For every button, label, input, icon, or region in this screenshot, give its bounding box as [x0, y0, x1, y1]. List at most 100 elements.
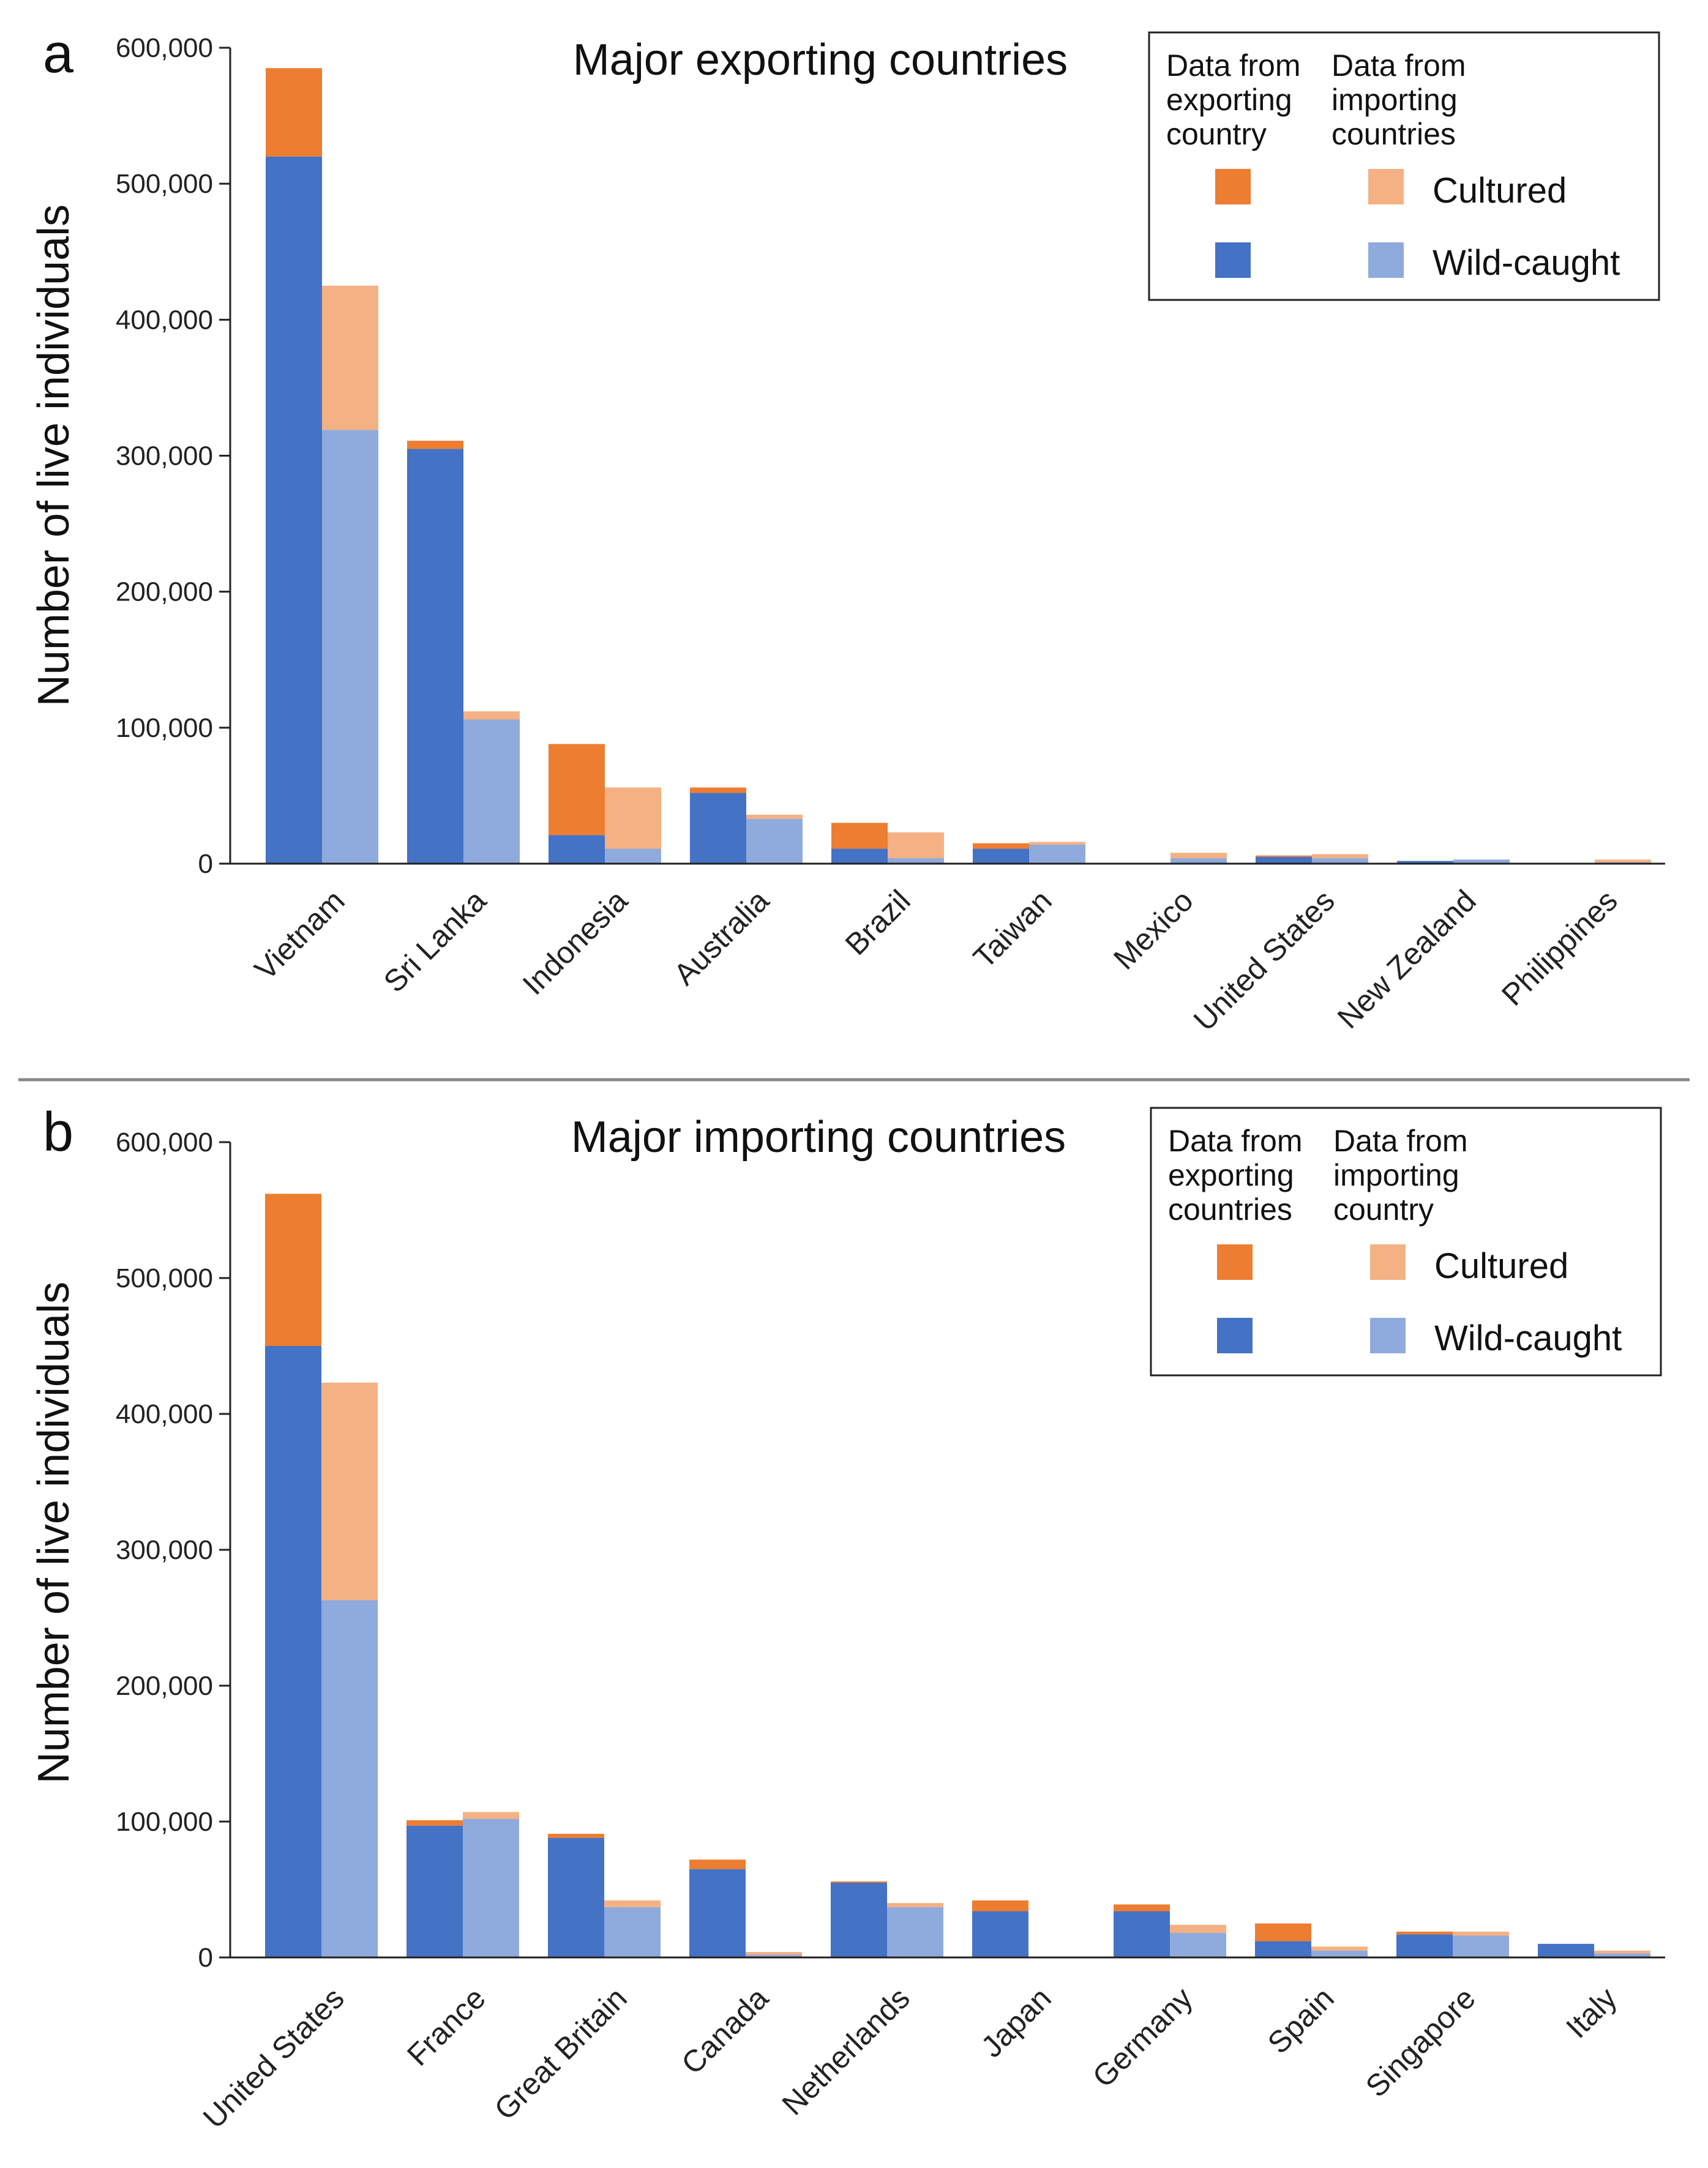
panel-a-bar-exporting-cultured	[973, 843, 1029, 849]
panel-a-bar-importing-cultured	[605, 787, 661, 849]
panel-a-bar-importing-wild	[1453, 859, 1510, 864]
panel-a-legend-col2-line2: importing	[1332, 83, 1458, 117]
panel-a-bar-importing-cultured	[746, 815, 803, 819]
panel-b-legend-col2-line3: country	[1333, 1192, 1434, 1227]
panel-b-bar-importing-cultured	[887, 1903, 943, 1907]
panel-a-legend-swatch-export-cultured	[1215, 169, 1251, 204]
panel-b-bar-exporting-wild	[1538, 1943, 1594, 1957]
panel-b-legend-col1-line1: Data from	[1168, 1124, 1303, 1158]
panel-b-bar-importing-wild	[1311, 1950, 1368, 1957]
panel-b-title: Major importing countries	[571, 1113, 1066, 1162]
panel-b-bar-exporting-wild	[1396, 1934, 1453, 1957]
panel-a-legend-col1-line1: Data from	[1166, 48, 1301, 83]
panel-b-bar-importing-cultured	[1311, 1946, 1368, 1951]
panel-b-bar-importing-cultured	[1170, 1924, 1226, 1934]
panel-a-bar-importing-cultured	[1312, 854, 1368, 859]
panel-b-bar-importing-cultured	[463, 1812, 519, 1819]
panel-b-bar-exporting-cultured	[1114, 1904, 1170, 1912]
panel-b-y-axis-label: Number of live individuals	[29, 1282, 78, 1784]
panel-a-legend-swatch-import-wild	[1368, 242, 1404, 278]
panel-a-legend-col2-line3: countries	[1332, 117, 1456, 151]
panel-b-legend-swatch-export-wild	[1217, 1318, 1253, 1353]
panel-a-bar-importing-wild	[1171, 858, 1227, 864]
panel-a-legend-col1-line3: country	[1166, 117, 1267, 151]
panel-b-y-axis: 0 100,000 200,000 300,000 400,000 500,000 600,…	[116, 1127, 231, 1973]
panel-a-bar-importing-wild	[322, 430, 378, 864]
panel-b-legend-swatch-export-cultured	[1217, 1244, 1253, 1280]
panel-a-bars	[266, 68, 1651, 864]
panel-a-bar-exporting-wild	[407, 449, 463, 864]
panel-a-bar-exporting-cultured	[1256, 855, 1312, 857]
panel-a-title: Major exporting countries	[573, 36, 1068, 84]
panel-a-bar-importing-wild	[746, 818, 803, 864]
panel-b-bar-exporting-cultured	[265, 1194, 321, 1346]
panel-a-bar-exporting-wild	[1256, 856, 1312, 864]
panel-b-bar-exporting-wild	[1255, 1941, 1311, 1957]
panel-b-bar-importing-wild	[1453, 1935, 1509, 1957]
panel-b-bar-importing-wild	[746, 1954, 802, 1957]
panel-b-y-tick-label: 100,000	[116, 1807, 213, 1837]
panel-a-bar-importing-cultured	[1595, 859, 1651, 862]
panel-b-y-tick-label: 600,000	[116, 1127, 213, 1157]
panel-b-y-tick-label: 400,000	[116, 1399, 213, 1429]
panel-a-bar-importing-cultured	[1029, 842, 1085, 845]
panel-a-bar-exporting-wild	[1397, 861, 1453, 864]
panel-b-bar-importing-wild	[321, 1600, 378, 1957]
panel-b-legend-col1-line2: exporting	[1168, 1158, 1294, 1192]
panel-a-letter: a	[43, 23, 74, 84]
panel-b-bars	[265, 1194, 1650, 1957]
panel-a-bar-importing-cultured	[322, 285, 378, 430]
panel-b-legend: Data from exporting countries Data from …	[1150, 1107, 1662, 1377]
panel-a-bar-exporting-wild	[831, 848, 888, 864]
panel-a-bar-exporting-cultured	[549, 744, 605, 835]
panel-a-bar-exporting-cultured	[407, 441, 463, 449]
panel-b-legend-wild-label: Wild-caught	[1434, 1318, 1622, 1358]
panel-b-y-tick-label: 300,000	[116, 1535, 213, 1565]
panel-b-y-tick-label: 500,000	[116, 1263, 213, 1293]
panel-a-y-tick-label: 0	[198, 849, 213, 879]
panel-a-bar-exporting-cultured	[831, 823, 888, 849]
panel-b-bar-exporting-wild	[831, 1882, 887, 1957]
panel-b-bar-importing-wild	[604, 1907, 661, 1957]
panel-b-bar-importing-wild	[1170, 1933, 1226, 1957]
panel-a-bar-exporting-cultured	[266, 68, 322, 157]
panel-a-bar-exporting-wild	[549, 835, 605, 864]
panel-b-legend-col1-line3: countries	[1168, 1192, 1292, 1227]
panel-b-bar-exporting-wild	[689, 1869, 746, 1957]
panel-b-bar-importing-cultured	[321, 1382, 378, 1601]
panel-b-bar-importing-wild	[1594, 1953, 1650, 1957]
panel-b-bar-importing-cultured	[604, 1900, 661, 1907]
panel-b-bar-exporting-cultured	[831, 1881, 887, 1883]
panel-b-bar-exporting-wild	[265, 1346, 321, 1957]
panel-b-bar-exporting-wild	[972, 1911, 1028, 1957]
panel-a-bar-exporting-cultured	[690, 787, 746, 793]
panel-b-bar-importing-cultured	[746, 1952, 802, 1955]
panel-b-bar-exporting-cultured	[1396, 1931, 1453, 1935]
panel-a-bar-importing-cultured	[888, 832, 944, 859]
panel-a-legend-swatch-import-cultured	[1368, 169, 1404, 204]
panel-a-bar-exporting-wild	[690, 793, 746, 864]
panel-a-bar-importing-wild	[888, 858, 944, 864]
panel-a-bar-exporting-wild	[266, 156, 322, 864]
panel-b-bar-exporting-cultured	[548, 1833, 604, 1838]
panel-b-y-tick-label: 0	[198, 1943, 213, 1973]
panel-a-y-tick-label: 600,000	[116, 33, 213, 63]
panel-b-legend-col2-line1: Data from	[1333, 1124, 1468, 1158]
panel-a-y-axis-label: Number of live individuals	[29, 204, 78, 706]
panel-b-legend-col2-line2: importing	[1333, 1158, 1459, 1192]
panel-a-bar-importing-wild	[1312, 858, 1368, 864]
panel-b-bar-importing-cultured	[1453, 1931, 1509, 1936]
panel-b-legend-swatch-import-cultured	[1370, 1244, 1406, 1280]
panel-a-bar-importing-cultured	[463, 711, 520, 720]
panel-a-bar-importing-wild	[1029, 844, 1085, 864]
panel-a-legend-col2-line1: Data from	[1332, 48, 1466, 83]
panel-a-y-axis: 0 100,000 200,000 300,000 400,000 500,000 600,…	[116, 33, 231, 879]
panel-b-bar-exporting-cultured	[406, 1820, 463, 1826]
panel-a-y-tick-label: 200,000	[116, 577, 213, 607]
panel-b-letter: b	[43, 1102, 73, 1163]
panel-b-bar-importing-wild	[463, 1819, 519, 1957]
panel-b-bar-exporting-cultured	[1255, 1923, 1311, 1942]
panel-a-legend-col1-line2: exporting	[1166, 83, 1292, 117]
